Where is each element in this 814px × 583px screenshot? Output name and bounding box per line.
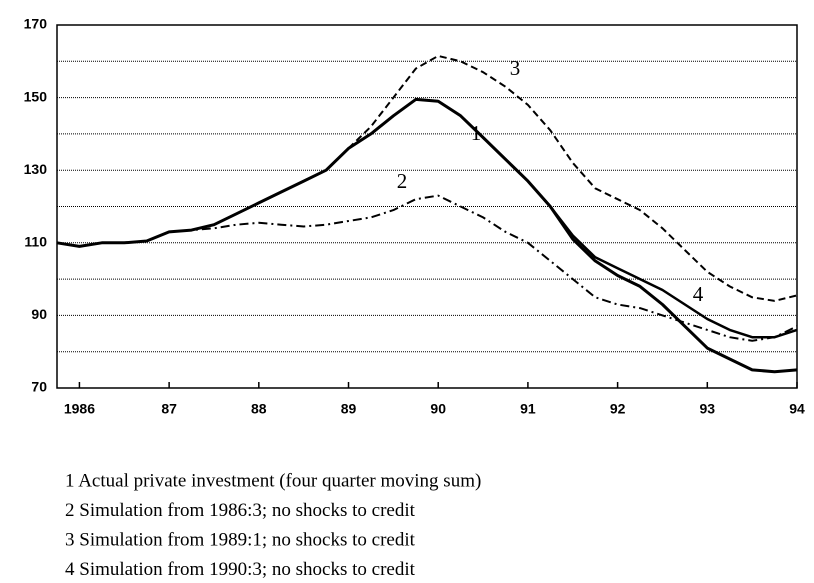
x-tick-label: 89 bbox=[341, 401, 357, 417]
series-line bbox=[482, 136, 798, 339]
x-tick-label: 91 bbox=[520, 401, 536, 417]
legend-entry: 2 Simulation from 1986:3; no shocks to c… bbox=[65, 500, 416, 521]
x-tick-label: 93 bbox=[700, 401, 716, 417]
y-tick-label: 110 bbox=[24, 234, 47, 250]
x-tick-label: 88 bbox=[251, 401, 267, 417]
line-label: 4 bbox=[693, 282, 704, 306]
y-tick-label: 170 bbox=[24, 16, 48, 32]
legend-entry: 3 Simulation from 1989:1; no shocks to c… bbox=[65, 529, 416, 550]
y-tick-label: 150 bbox=[24, 88, 48, 104]
plot-frame bbox=[56, 24, 798, 389]
line-label: 1 bbox=[471, 121, 482, 145]
series-line bbox=[347, 54, 798, 302]
x-tick-label: 94 bbox=[789, 401, 805, 417]
y-tick-label: 70 bbox=[31, 379, 47, 395]
y-tick-label: 130 bbox=[24, 161, 48, 177]
x-tick-label: 1986 bbox=[64, 401, 95, 417]
x-tick-label: 92 bbox=[610, 401, 626, 417]
legend-entry: 1 Actual private investment (four quarte… bbox=[65, 470, 481, 491]
x-tick-label: 87 bbox=[161, 401, 177, 417]
x-tick-label: 90 bbox=[430, 401, 446, 417]
line-label: 2 bbox=[397, 169, 408, 193]
legend-entry: 4 Simulation from 1990:3; no shocks to c… bbox=[65, 559, 416, 580]
line-label: 3 bbox=[510, 56, 521, 80]
y-tick-label: 90 bbox=[31, 306, 47, 322]
series-line bbox=[146, 194, 798, 342]
series-line bbox=[56, 97, 798, 374]
